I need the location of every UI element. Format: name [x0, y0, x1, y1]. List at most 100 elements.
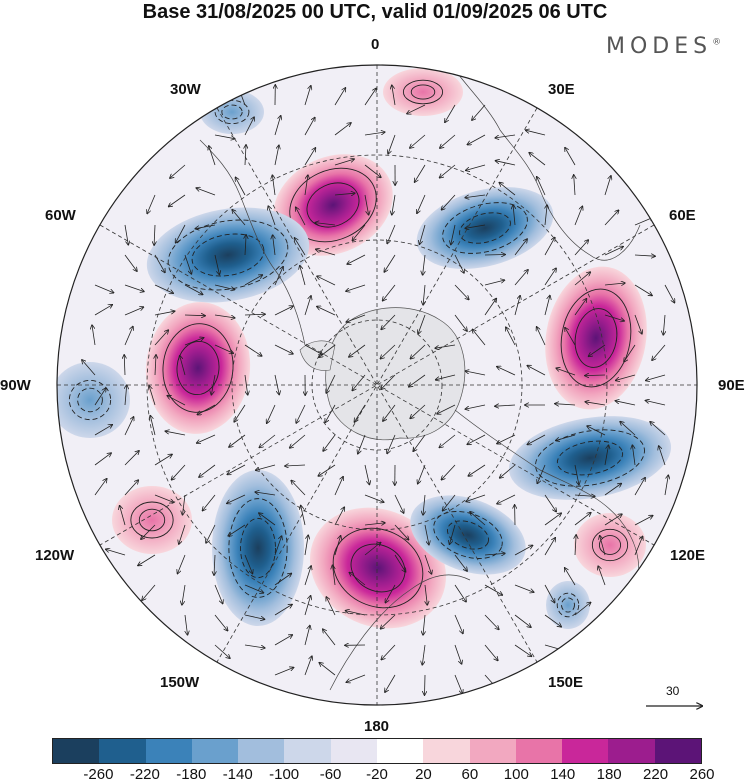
wind-vector	[274, 344, 293, 354]
wind-vector	[527, 366, 546, 376]
wind-vector	[272, 175, 276, 196]
vector-scale-label: 30	[666, 684, 680, 698]
wind-vector	[634, 314, 642, 334]
wind-vector	[527, 434, 546, 445]
wind-vector	[94, 388, 106, 406]
wind-vector	[544, 614, 561, 627]
wind-vector	[574, 299, 587, 316]
wind-vector	[167, 396, 186, 406]
wind-vector	[325, 404, 336, 422]
wind-vector	[381, 614, 396, 629]
wind-vector	[304, 656, 312, 676]
contour-line	[221, 104, 243, 120]
wind-vector	[574, 240, 588, 256]
lon-label-60w: 60W	[45, 207, 76, 224]
wind-vector	[274, 574, 291, 586]
wind-vector	[634, 537, 643, 556]
wind-vectors	[82, 85, 675, 695]
wind-vector	[154, 330, 168, 346]
wind-vector	[514, 270, 528, 286]
colorbar-segment	[53, 739, 100, 763]
wind-vector	[537, 464, 546, 483]
wind-vector	[214, 584, 223, 604]
wind-vector	[381, 314, 396, 329]
wind-vector	[196, 188, 216, 196]
wind-vector	[296, 404, 306, 423]
wind-vector	[454, 314, 467, 331]
contour-line	[556, 592, 580, 618]
colorbar-segment	[423, 739, 470, 763]
wind-vector	[589, 344, 606, 356]
wind-vector	[317, 307, 336, 316]
wind-vector	[544, 584, 555, 603]
wind-vector	[600, 536, 606, 556]
wind-vector	[394, 494, 404, 513]
contour-line	[240, 517, 276, 579]
wind-vector	[316, 249, 336, 256]
wind-vector	[440, 134, 456, 148]
colorbar-segment	[330, 739, 377, 763]
colorbar-segment	[608, 739, 655, 763]
wind-vector	[632, 445, 636, 466]
wind-vector	[124, 307, 143, 316]
wind-vector	[484, 644, 498, 660]
wind-vector	[497, 367, 516, 376]
colorbar-segment	[562, 739, 609, 763]
wind-vector	[435, 344, 456, 348]
colorbar-segment	[238, 739, 285, 763]
wind-vector	[385, 584, 396, 603]
wind-vector	[418, 314, 426, 334]
wind-vector	[364, 132, 385, 136]
wind-vector	[454, 674, 463, 694]
wind-vector	[364, 543, 381, 556]
wind-vector	[319, 344, 336, 357]
wind-vector	[440, 164, 456, 178]
wind-vector	[94, 284, 114, 293]
wind-vector	[273, 235, 275, 256]
contour-line	[433, 511, 503, 559]
wind-vector	[304, 566, 311, 586]
wind-vector	[364, 194, 369, 215]
wind-vector	[465, 224, 486, 228]
colorbar-segment	[191, 739, 239, 763]
wind-vector	[334, 477, 343, 496]
contour-line	[574, 308, 618, 368]
wind-vector	[439, 434, 456, 448]
wind-vector	[484, 553, 505, 555]
wind-vector	[424, 524, 429, 545]
wind-vector	[574, 495, 595, 496]
wind-vector	[450, 524, 456, 544]
wind-vector	[388, 134, 396, 154]
wind-vector	[244, 584, 263, 593]
positive-anomaly	[574, 513, 646, 577]
map-title: Base 31/08/2025 00 UTC, valid 01/09/2025…	[142, 1, 608, 23]
wind-vector	[500, 464, 516, 478]
wind-vector	[634, 284, 652, 296]
wind-vector	[206, 524, 216, 543]
wind-vector	[346, 674, 366, 682]
wind-vector	[82, 360, 96, 376]
wind-vector	[255, 492, 276, 496]
wind-vector	[124, 254, 137, 271]
wind-vector	[197, 434, 216, 443]
wind-vector	[385, 674, 396, 692]
wind-vector	[574, 513, 591, 526]
wind-vector	[244, 344, 262, 356]
wind-vector	[514, 584, 534, 592]
wind-vector	[326, 374, 336, 393]
wind-vector	[301, 506, 306, 526]
wind-vector	[182, 584, 186, 605]
wind-vector	[364, 464, 369, 485]
wind-vector	[425, 674, 426, 695]
contour-line	[591, 528, 629, 562]
wind-vector	[392, 194, 396, 215]
wind-vector	[120, 506, 126, 526]
wind-vector	[484, 299, 496, 316]
contour-line	[556, 440, 624, 476]
colorbar-tick-label: -260	[83, 766, 114, 783]
contour-line	[77, 387, 103, 413]
wind-vector	[574, 602, 591, 616]
contour-line	[442, 202, 528, 254]
wind-vector	[574, 175, 575, 196]
wind-vector	[424, 554, 432, 574]
